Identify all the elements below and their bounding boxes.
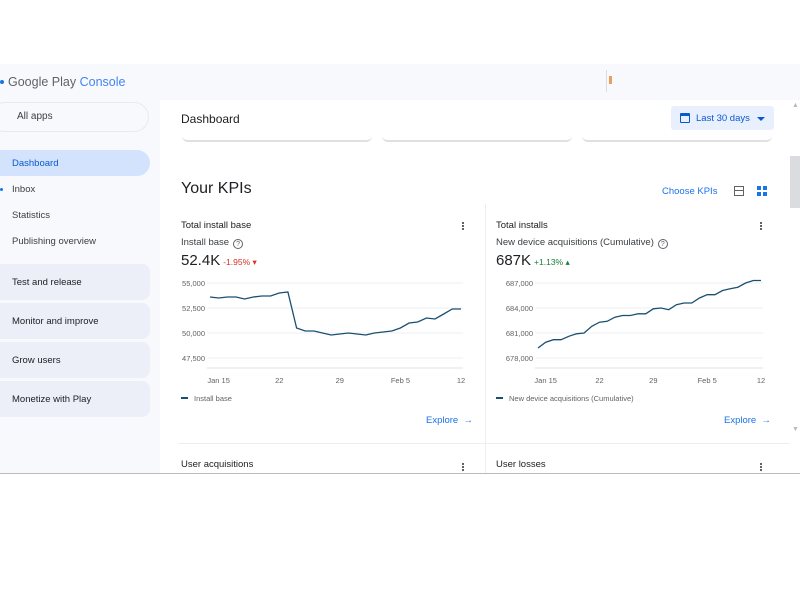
- kpi-card-install-base: Total install base Install base? 52.4K -1…: [181, 204, 487, 444]
- card-edge: [382, 136, 572, 142]
- scrollbar[interactable]: ▲ ▼: [790, 100, 800, 473]
- more-options-icon[interactable]: [462, 221, 465, 231]
- x-tick-label: Jan 15: [534, 376, 557, 385]
- y-tick-label: 52,500: [182, 304, 205, 313]
- y-tick-label: 50,000: [182, 329, 205, 338]
- metric-label: Install base?: [181, 237, 244, 249]
- date-range-button[interactable]: Last 30 days: [671, 106, 774, 130]
- y-tick-label: 47,500: [182, 354, 205, 363]
- more-options-icon[interactable]: [760, 462, 763, 472]
- series-line: [209, 291, 461, 336]
- card-title-user-acquisitions: User acquisitions: [181, 459, 254, 470]
- legend-swatch-icon: [496, 397, 503, 399]
- logo[interactable]: Google Play Console: [8, 75, 126, 89]
- total-installs-chart: 687,000 684,000 681,000 678,000 Jan 15 22 29 Fe…: [506, 279, 765, 385]
- play-console-app: Google Play Console All apps Dashboard I…: [0, 64, 800, 474]
- sidebar-group-monetize[interactable]: Monetize with Play: [0, 381, 150, 417]
- help-icon[interactable]: ?: [233, 239, 244, 249]
- series-line: [537, 279, 761, 349]
- sidebar-group-test-and-release[interactable]: Test and release: [0, 264, 150, 300]
- y-tick-label: 684,000: [506, 304, 533, 313]
- change-badge: -1.95% ▾: [223, 257, 257, 267]
- sidebar-item-statistics[interactable]: Statistics: [12, 210, 51, 221]
- y-tick-label: 687,000: [506, 279, 533, 288]
- help-icon[interactable]: ?: [657, 239, 668, 249]
- change-badge: +1.13% ▴: [534, 257, 570, 267]
- card-title: Total installs: [496, 220, 548, 231]
- x-tick-label: 12: [457, 376, 465, 385]
- sidebar-item-inbox[interactable]: Inbox: [12, 184, 36, 195]
- card-title-user-losses: User losses: [496, 459, 546, 470]
- dropdown-arrow-icon: [757, 117, 765, 121]
- sidebar: All apps Dashboard Inbox Statistics Publ…: [0, 100, 160, 473]
- sidebar-group-grow-users[interactable]: Grow users: [0, 342, 150, 378]
- kpis-heading: Your KPIs: [181, 180, 252, 197]
- metric-value: 687K +1.13% ▴: [496, 252, 570, 269]
- page-title: Dashboard: [181, 112, 240, 126]
- card-edge: [582, 136, 772, 142]
- y-tick-label: 55,000: [182, 279, 205, 288]
- x-tick-label: 22: [595, 376, 603, 385]
- sidebar-group-monitor-and-improve[interactable]: Monitor and improve: [0, 303, 150, 339]
- explore-link[interactable]: Explore →: [426, 415, 473, 426]
- more-options-icon[interactable]: [760, 221, 763, 231]
- x-tick-label: 29: [649, 376, 657, 385]
- sidebar-item-publishing-overview[interactable]: Publishing overview: [12, 236, 96, 247]
- list-view-icon[interactable]: [734, 186, 744, 196]
- install-base-chart: 55,000 52,500 50,000 47,500 Jan 15 22 29 Feb 5 1…: [182, 279, 465, 385]
- chart-legend: Install base: [181, 394, 232, 403]
- kpi-card-total-installs: Total installs New device acquisitions (…: [496, 204, 800, 444]
- all-apps-button[interactable]: All apps: [0, 102, 149, 132]
- unread-dot-icon: [0, 188, 3, 191]
- x-tick-label: Feb 5: [391, 376, 410, 385]
- y-tick-label: 681,000: [506, 329, 533, 338]
- legend-swatch-icon: [181, 397, 188, 399]
- y-tick-label: 678,000: [506, 354, 533, 363]
- x-tick-label: Feb 5: [698, 376, 717, 385]
- explore-link[interactable]: Explore →: [724, 415, 771, 426]
- main-content: Dashboard Last 30 days Your KPIs Choose …: [160, 100, 790, 473]
- more-options-icon[interactable]: [462, 462, 465, 472]
- x-tick-label: 29: [336, 376, 344, 385]
- metric-value: 52.4K -1.95% ▾: [181, 252, 257, 269]
- x-tick-label: Jan 15: [207, 376, 230, 385]
- play-logo-icon: [0, 80, 4, 84]
- top-bar: Google Play Console: [0, 64, 800, 100]
- chart-legend: New device acquisitions (Cumulative): [496, 394, 634, 403]
- metric-label: New device acquisitions (Cumulative)?: [496, 237, 668, 249]
- scrollbar-thumb[interactable]: [790, 156, 800, 208]
- divider: [178, 443, 790, 444]
- x-tick-label: 12: [757, 376, 765, 385]
- account-icon[interactable]: [606, 70, 612, 92]
- card-edge: [182, 136, 372, 142]
- arrow-right-icon: →: [761, 415, 772, 426]
- divider: [485, 204, 486, 473]
- choose-kpis-link[interactable]: Choose KPIs: [662, 186, 718, 197]
- arrow-right-icon: →: [463, 415, 474, 426]
- card-title: Total install base: [181, 220, 252, 231]
- calendar-icon: [680, 113, 690, 123]
- grid-view-icon[interactable]: [757, 186, 767, 196]
- x-tick-label: 22: [275, 376, 283, 385]
- sidebar-item-dashboard[interactable]: Dashboard: [0, 150, 150, 176]
